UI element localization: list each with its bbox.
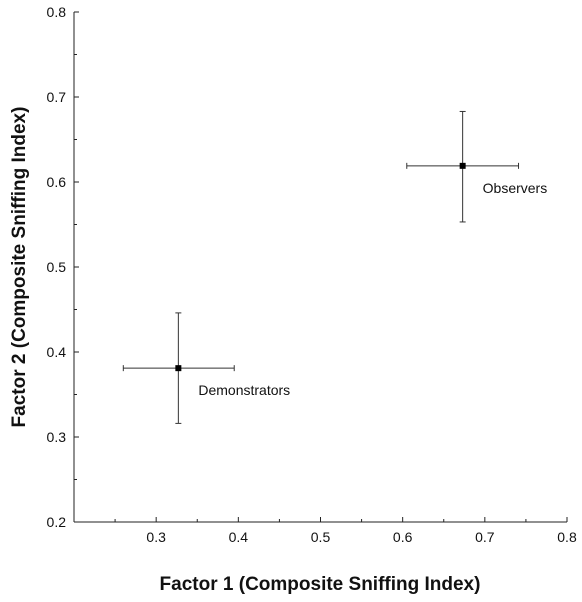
y-tick-label: 0.5: [47, 259, 67, 275]
point-label: Observers: [483, 180, 548, 196]
y-tick-label: 0.8: [47, 4, 67, 20]
x-axis-title: Factor 1 (Composite Sniffing Index): [160, 574, 481, 595]
point-label: Demonstrators: [198, 382, 290, 398]
x-tick-label: 0.5: [311, 529, 331, 545]
x-tick-label: 0.4: [229, 529, 249, 545]
y-axis-title: Factor 2 (Composite Sniffing Index): [9, 107, 30, 428]
data-point: [175, 365, 182, 372]
data-point-group: Demonstrators: [122, 312, 290, 424]
x-tick-label: 0.8: [557, 529, 577, 545]
y-tick-label: 0.6: [47, 174, 67, 190]
y-tick-label: 0.4: [47, 344, 67, 360]
data-point: [459, 162, 466, 169]
data-points: Demonstrators Observers: [122, 110, 548, 424]
x-tick-label: 0.6: [393, 529, 413, 545]
ticks: 0.3 0.4 0.5 0.6 0.7 0.8 0.2 0.3 0.4 0.5 0.6 0.7 0.8: [47, 4, 577, 545]
y-tick-label: 0.3: [47, 429, 67, 445]
data-point-group: Observers: [406, 110, 548, 223]
y-tick-label: 0.2: [47, 514, 67, 530]
y-tick-label: 0.7: [47, 89, 67, 105]
x-tick-label: 0.7: [475, 529, 495, 545]
x-tick-label: 0.3: [146, 529, 166, 545]
axes: [73, 12, 567, 523]
